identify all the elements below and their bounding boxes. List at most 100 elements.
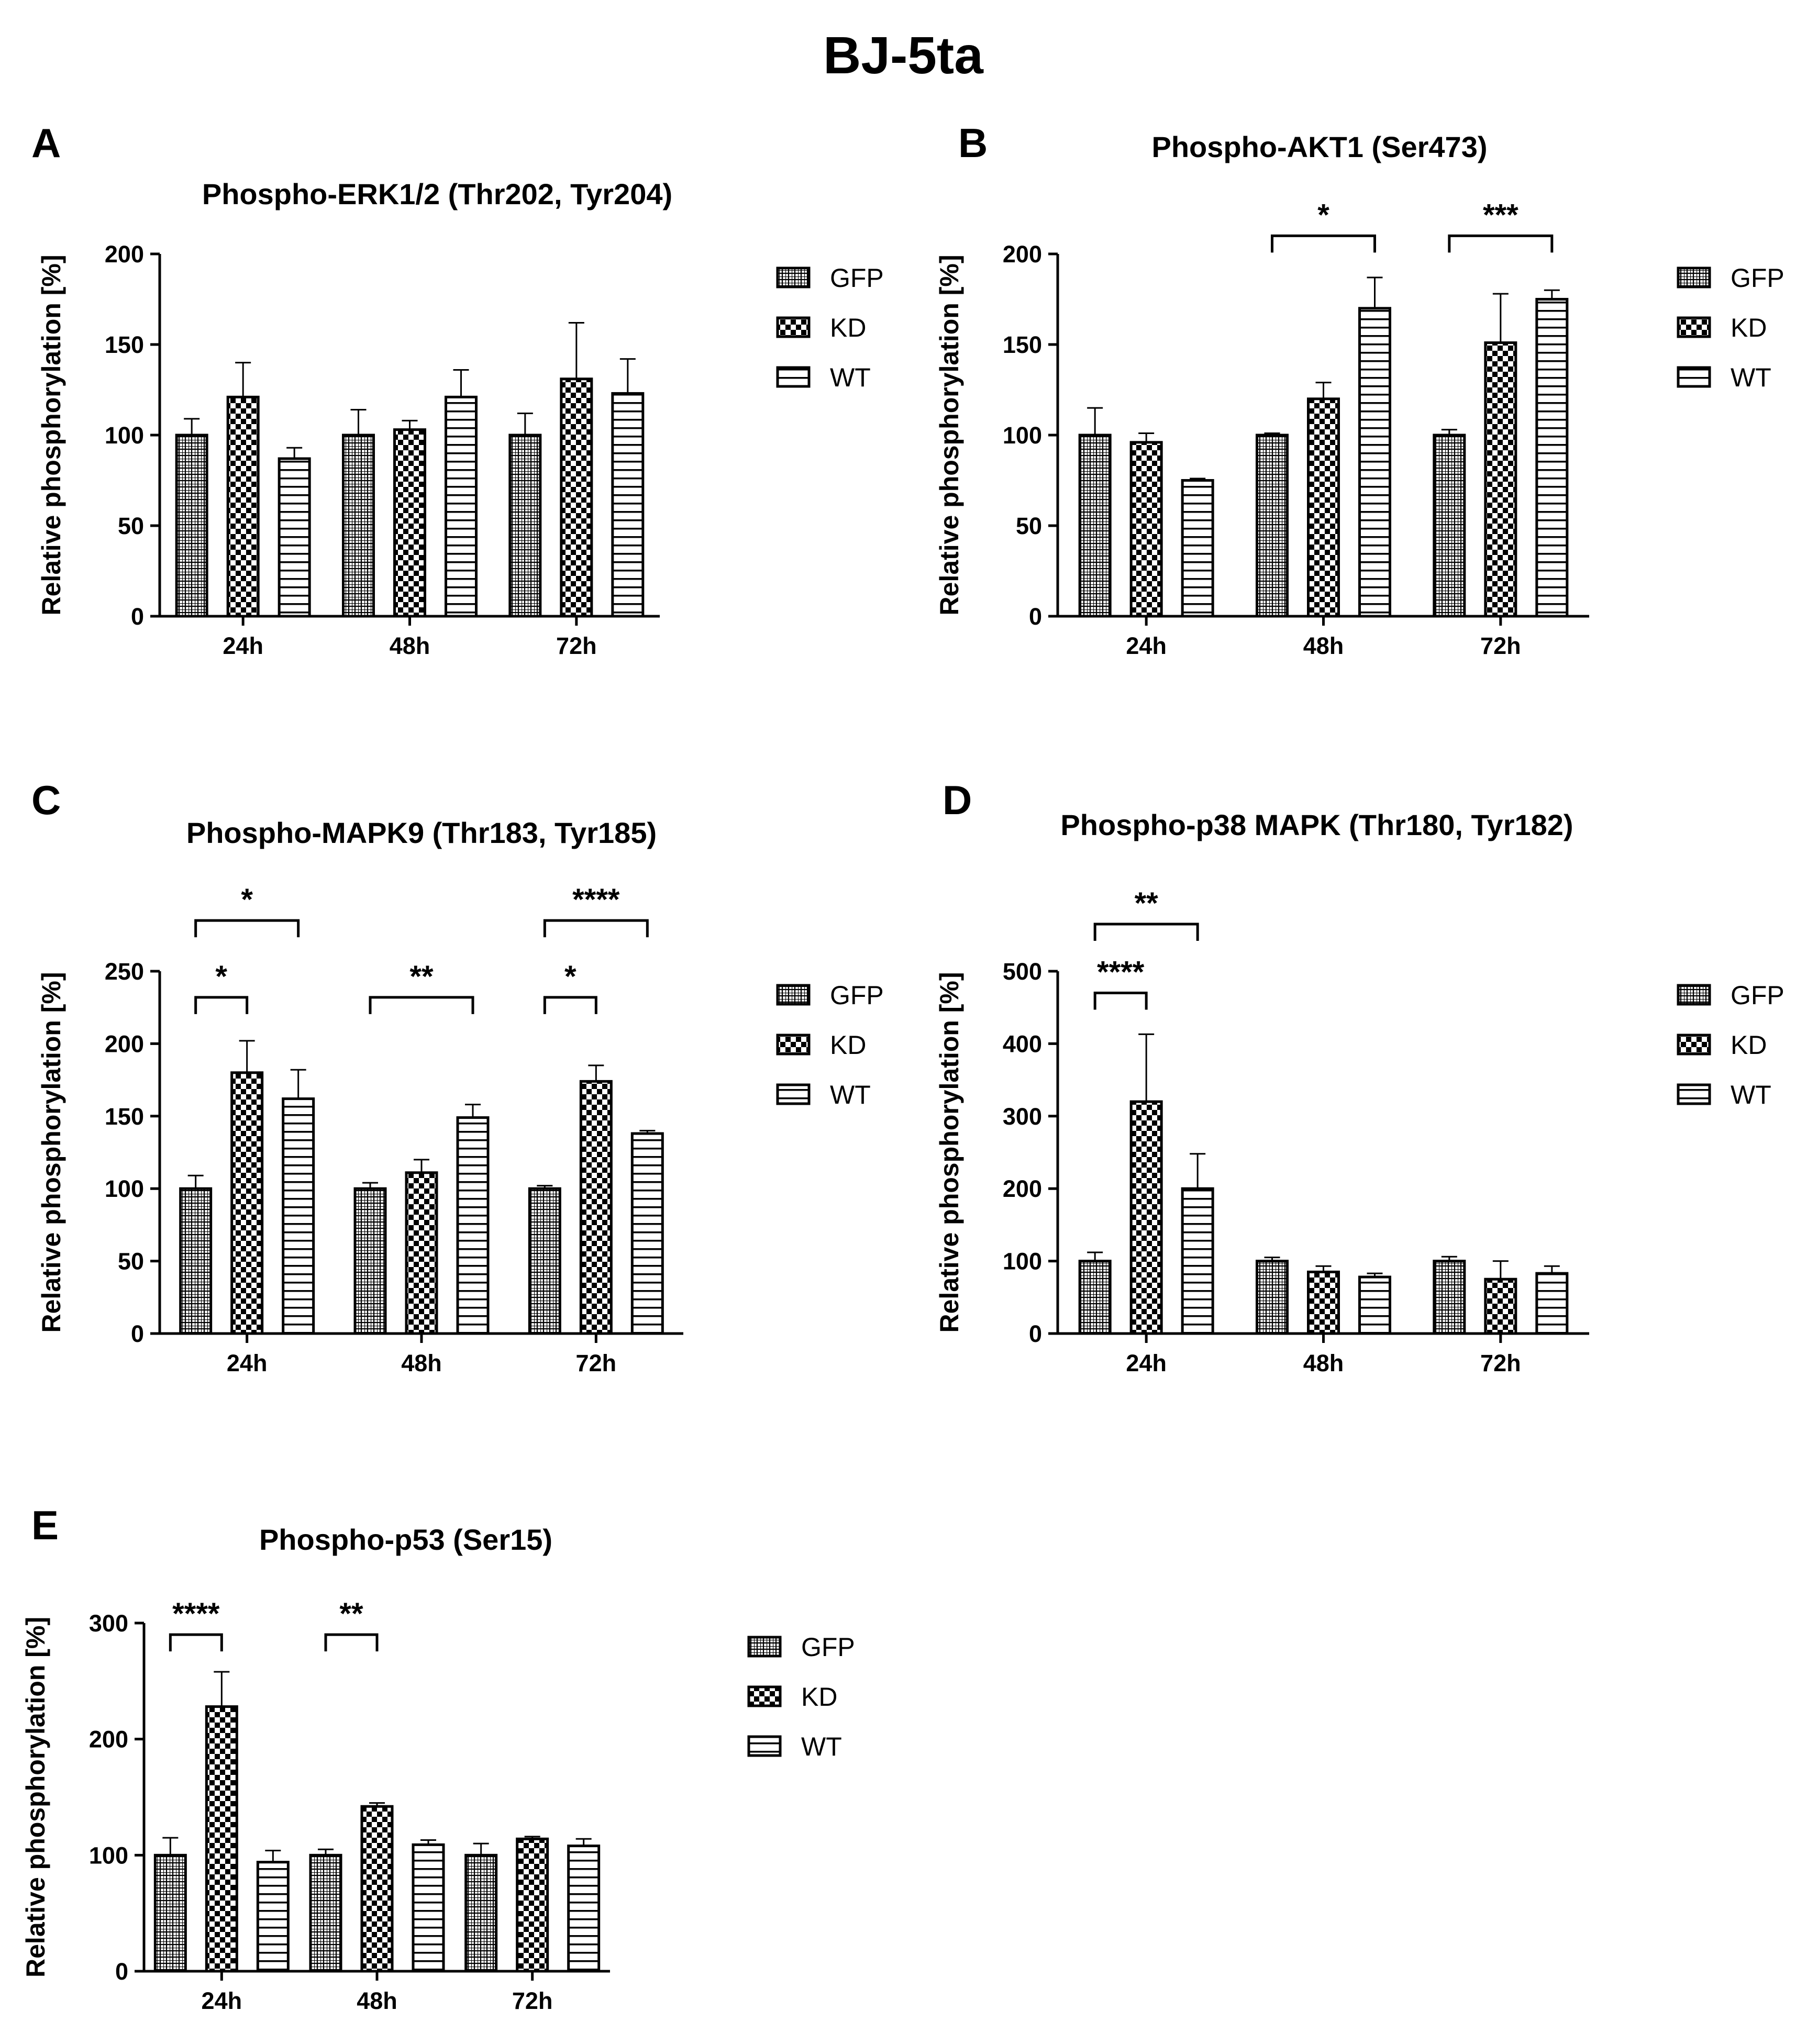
chart-title: Phospho-MAPK9 (Thr183, Tyr185) [186,816,657,849]
bar-gfp [179,1187,213,1335]
significance-label: ** [339,1597,363,1631]
legend-label: WT [1731,1080,1771,1109]
significance-label: **** [172,1597,220,1631]
significance-label: ** [1135,886,1159,920]
legend-label: GFP [1731,981,1784,1010]
bar-kd [1307,1270,1340,1335]
legend-swatch-gfp [776,984,811,1006]
chart-title: Phospho-p38 MAPK (Thr180, Tyr182) [1060,808,1573,841]
panel-letter: E [31,1502,59,1548]
y-tick-label: 200 [1003,241,1042,268]
legend-label: GFP [830,263,884,293]
chart-c: Phospho-MAPK9 (Thr183, Tyr185) 0 50 100 150 2… [37,816,884,1376]
significance-label: * [215,960,227,994]
bar-gfp [342,434,375,618]
y-tick-label: 200 [105,1030,144,1057]
x-tick-label: 48h [1303,1350,1344,1376]
bar-gfp [1433,434,1466,618]
significance-bracket [1448,234,1554,253]
significance-bracket [1093,992,1148,1010]
legend-swatch-kd [1677,1034,1711,1056]
legend-label: KD [1731,1030,1767,1060]
panel-letter: B [958,120,988,166]
panel-e: E Phospho-p53 (Ser15) 0 100 200 300 Relative … [21,1502,855,2014]
x-tick-label: 24h [1126,632,1167,659]
chart-d: Phospho-p38 MAPK (Thr180, Tyr182) 0 100 200… [935,808,1784,1376]
x-tick-label: 24h [223,632,263,659]
significance-label: **** [1097,956,1145,990]
legend-label: GFP [1731,263,1784,293]
bar-gfp [175,434,208,618]
panel-a: A Phospho-ERK1/2 (Thr202, Tyr204) 0 50 100 1… [31,120,884,659]
y-tick-label: 100 [1003,1248,1042,1275]
bar-kd [405,1171,438,1335]
y-axis-label: Relative phosphorylation [%] [935,972,964,1333]
legend-label: GFP [801,1632,855,1662]
chart-title: Phospho-p53 (Ser15) [259,1523,552,1556]
y-tick-label: 0 [131,603,144,630]
y-tick-label: 500 [1003,958,1042,985]
panel-b: B Phospho-AKT1 (Ser473) 0 50 100 150 200 Relat… [935,120,1784,659]
significance-bracket [369,996,474,1014]
significance-bracket [194,919,300,938]
x-tick-label: 72h [512,1987,553,2014]
chart-title: Phospho-AKT1 (Ser473) [1152,130,1488,163]
chart-b: Phospho-AKT1 (Ser473) 0 50 100 150 200 Relativ… [935,130,1784,659]
y-tick-label: 100 [89,1842,128,1869]
bar-gfp [1078,1260,1112,1335]
legend-swatch-wt [1677,366,1711,388]
bar-gfp [309,1853,342,1973]
y-axis-label: Relative phosphorylation [%] [37,972,66,1333]
significance-label: * [564,960,577,994]
legend-swatch-kd [776,316,811,338]
legend-swatch-wt [747,1735,782,1757]
significance-label: **** [572,883,620,917]
bar-kd [1129,1100,1163,1335]
bar-gfp [528,1187,561,1335]
x-tick-label: 24h [1126,1350,1167,1376]
x-tick-label: 72h [1480,632,1521,659]
x-tick-label: 48h [357,1987,397,2014]
legend-swatch-kd [776,1034,811,1056]
y-tick-label: 200 [89,1726,128,1753]
significance-bracket [169,1633,223,1652]
significance-label: *** [1483,198,1518,232]
y-tick-label: 50 [118,1248,144,1275]
bar-wt [278,457,311,618]
bar-kd [230,1071,264,1335]
bar-wt [256,1861,290,1973]
legend-swatch-wt [776,366,811,388]
x-tick-label: 72h [556,632,597,659]
chart-title: Phospho-ERK1/2 (Thr202, Tyr204) [202,177,672,210]
y-tick-label: 100 [1003,422,1042,449]
legend-swatch-kd [1677,316,1711,338]
bar-kd [1484,1278,1517,1335]
bar-wt [1358,1275,1391,1335]
y-tick-label: 150 [105,1103,144,1130]
y-tick-label: 250 [105,958,144,985]
y-tick-label: 150 [1003,331,1042,358]
bar-kd [1484,341,1517,618]
significance-bracket [1271,234,1376,253]
significance-label: * [241,883,253,917]
legend-label: GFP [830,981,884,1010]
chart-a: Phospho-ERK1/2 (Thr202, Tyr204) 0 50 100 150… [37,177,884,659]
panel-letter: A [31,120,61,166]
bar-wt [1181,1187,1214,1335]
x-tick-label: 48h [401,1350,442,1376]
legend-swatch-wt [776,1083,811,1105]
significance-bracket [543,996,597,1014]
bar-kd [1307,397,1340,618]
bar-wt [445,395,478,618]
bar-wt [412,1843,445,1973]
legend-label: WT [801,1732,842,1761]
bar-gfp [1433,1260,1466,1335]
figure-title: BJ-5ta [823,26,984,85]
legend-swatch-gfp [776,266,811,288]
y-tick-label: 100 [105,422,144,449]
panel-c: C Phospho-MAPK9 (Thr183, Tyr185) 0 50 100 15… [31,777,884,1376]
legend-swatch-gfp [1677,984,1711,1006]
significance-bracket [1093,923,1199,941]
y-tick-label: 200 [105,241,144,268]
panel-letter: C [31,777,61,823]
